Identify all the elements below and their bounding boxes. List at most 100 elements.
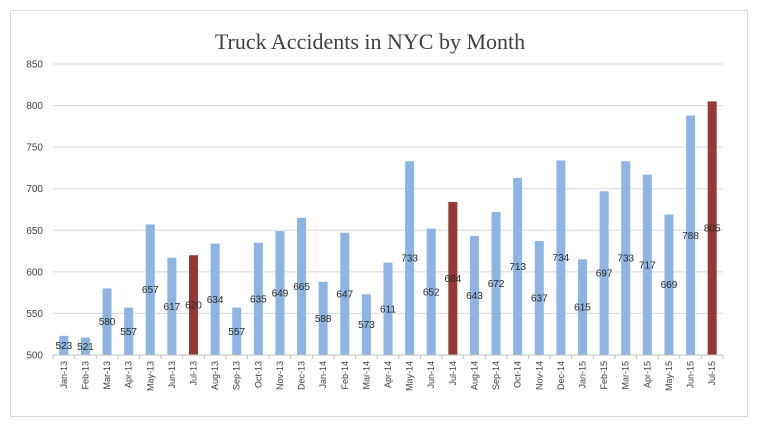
x-tick-label: Feb-14 — [340, 361, 350, 390]
bar — [188, 255, 198, 355]
x-tick-label: Jun-14 — [426, 361, 436, 389]
x-tick-label: Oct-14 — [513, 361, 523, 388]
y-tick-label: 800 — [26, 101, 43, 112]
x-tick-label: Jan-15 — [578, 361, 588, 389]
bar — [275, 231, 285, 355]
bar — [664, 214, 674, 355]
bar — [405, 161, 415, 355]
bar — [167, 257, 177, 355]
gridlines — [53, 63, 723, 314]
y-tick-label: 500 — [26, 351, 43, 362]
bar — [534, 241, 544, 355]
bar — [124, 307, 134, 355]
bar — [232, 307, 242, 355]
data-label: 588 — [315, 314, 332, 325]
x-tick-label: Apr-13 — [124, 361, 134, 388]
x-tick-label: Feb-15 — [599, 361, 609, 390]
x-tick-label: Jan-14 — [318, 361, 328, 389]
bar — [318, 281, 328, 355]
bars — [59, 101, 717, 356]
bar — [621, 161, 631, 355]
bar — [59, 335, 69, 355]
data-label: 717 — [639, 260, 656, 271]
x-tick-label: May-14 — [405, 361, 415, 391]
y-axis-ticks: 500 550 600 650 700 750 800 850 — [26, 60, 43, 362]
y-tick-label: 550 — [26, 309, 43, 320]
bar — [297, 217, 307, 355]
bar — [707, 101, 717, 356]
x-tick-label: Oct-13 — [253, 361, 263, 388]
data-label: 617 — [164, 302, 181, 313]
x-tick-label: Dec-13 — [297, 361, 307, 390]
data-label: 643 — [466, 291, 483, 302]
bar — [383, 262, 393, 355]
bar — [145, 224, 155, 355]
chart-frame: Truck Accidents in NYC by Month 500 550 60… — [10, 10, 748, 417]
bar — [578, 259, 588, 355]
bar — [448, 202, 458, 355]
data-label: 734 — [553, 253, 570, 264]
bar — [686, 115, 696, 355]
x-axis-ticks: Jan-13 Feb-13 Mar-13 Apr-13 May-13 Jun-13 Jul-… — [52, 355, 724, 391]
data-label: 580 — [99, 317, 116, 328]
data-label: 611 — [380, 304, 396, 315]
data-label: 647 — [336, 289, 353, 300]
x-tick-label: Jul-13 — [188, 361, 198, 386]
x-tick-label: Sep-13 — [232, 361, 242, 390]
data-label: 788 — [682, 231, 699, 242]
x-tick-label: Nov-14 — [534, 361, 544, 390]
data-label: 557 — [228, 327, 245, 338]
bar — [210, 243, 220, 355]
data-label: 665 — [293, 282, 310, 293]
bar — [253, 242, 263, 355]
x-tick-label: Feb-13 — [80, 361, 90, 390]
bar — [426, 228, 436, 355]
data-label: 733 — [617, 254, 634, 265]
data-label: 637 — [531, 294, 548, 305]
data-label: 657 — [142, 285, 159, 296]
x-tick-label: Dec-14 — [556, 361, 566, 390]
y-tick-label: 600 — [26, 267, 43, 278]
x-tick-label: Mar-13 — [102, 361, 112, 390]
data-label: 573 — [358, 320, 375, 331]
x-tick-label: Jun-13 — [167, 361, 177, 389]
x-tick-label: May-15 — [664, 361, 674, 391]
data-labels: 523 521 580 557 657 617 620 634 557 635 649 665 588 6… — [55, 224, 721, 353]
x-tick-label: Jun-15 — [686, 361, 696, 389]
y-tick-label: 650 — [26, 226, 43, 237]
x-tick-label: Apr-15 — [642, 361, 652, 388]
data-label: 652 — [423, 287, 440, 298]
x-tick-label: Jul-15 — [707, 361, 717, 386]
data-label: 521 — [77, 342, 94, 353]
bar — [361, 294, 371, 355]
chart-title: Truck Accidents in NYC by Month — [215, 29, 525, 54]
data-label: 697 — [596, 269, 613, 280]
bar — [469, 236, 479, 355]
x-tick-label: Mar-15 — [621, 361, 631, 390]
x-tick-label: Jul-14 — [448, 361, 458, 386]
bar-chart: Truck Accidents in NYC by Month 500 550 60… — [26, 29, 724, 391]
data-label: 684 — [444, 274, 461, 285]
data-label: 634 — [207, 295, 224, 306]
data-label: 733 — [401, 254, 418, 265]
x-tick-label: Jan-13 — [59, 361, 69, 389]
y-tick-label: 700 — [26, 184, 43, 195]
bar — [102, 288, 112, 355]
x-tick-label: Sep-14 — [491, 361, 501, 390]
x-tick-label: May-13 — [145, 361, 155, 391]
bar — [642, 174, 652, 355]
y-tick-label: 850 — [26, 60, 43, 71]
bar — [80, 337, 90, 355]
data-label: 713 — [509, 262, 526, 273]
data-label: 557 — [120, 327, 137, 338]
data-label: 669 — [661, 280, 678, 291]
data-label: 672 — [488, 279, 505, 290]
bar — [599, 191, 609, 355]
x-tick-label: Aug-14 — [469, 361, 479, 390]
data-label: 635 — [250, 294, 267, 305]
bar — [491, 211, 501, 355]
y-tick-label: 750 — [26, 143, 43, 154]
data-label: 649 — [272, 289, 289, 300]
x-tick-label: Mar-14 — [361, 361, 371, 390]
data-label: 615 — [574, 303, 591, 314]
